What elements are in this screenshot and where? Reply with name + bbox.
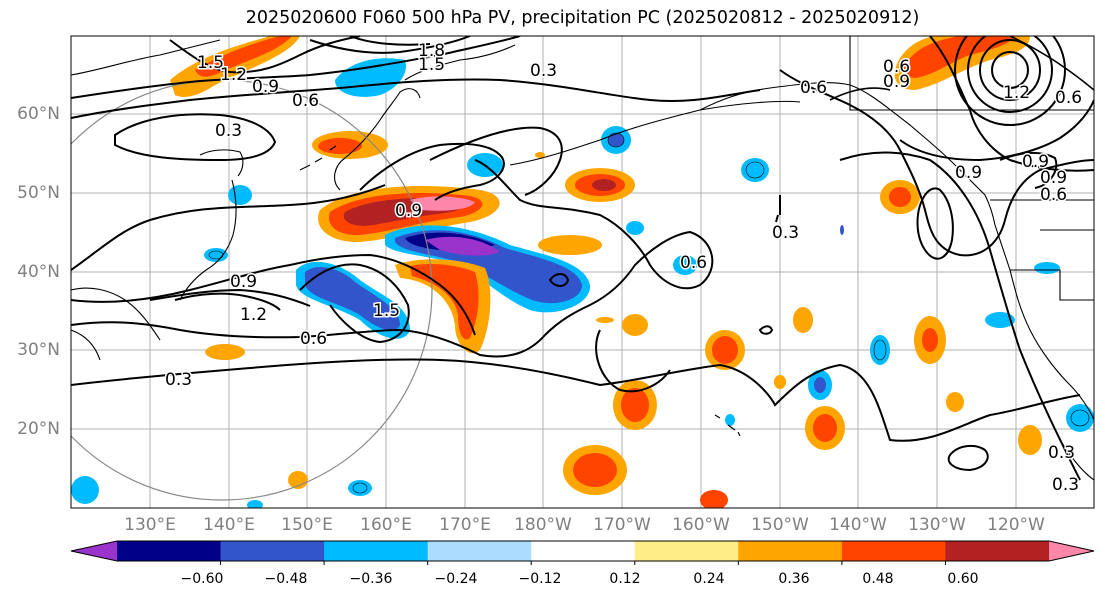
lon-label: 120°W: [987, 515, 1045, 535]
lat-label: 50°N: [17, 183, 60, 203]
precipitation-shading: [71, 36, 1094, 508]
contour-label: 0.6: [883, 57, 910, 77]
colorbar-segment: [531, 541, 636, 561]
contour-label: 0.6: [800, 78, 827, 98]
lat-label: 40°N: [17, 262, 60, 282]
colorbar-tick-label: 0.60: [947, 571, 979, 587]
colorbar-tick-label: −0.60: [180, 571, 224, 587]
colorbar-segment: [427, 541, 532, 561]
contour-label: 0.9: [955, 163, 982, 183]
plot-frame: [70, 35, 1095, 509]
contour-label: 0.3: [772, 223, 799, 243]
contour-label: 0.9: [230, 272, 257, 292]
lon-label: 130°W: [908, 515, 966, 535]
contour-label: 0.9: [1040, 168, 1067, 188]
lon-label: 160°E: [360, 515, 412, 535]
contour-label: 0.6: [300, 329, 327, 349]
contour-label: 1.5: [197, 53, 224, 73]
contour-label: 0.6: [680, 253, 707, 273]
contour-label: 0.9: [1022, 152, 1049, 172]
contour-label: 0.9: [883, 72, 910, 92]
colorbar-extend-high: [1049, 541, 1094, 561]
colorbar-extend-low: [71, 541, 117, 561]
lat-label: 20°N: [17, 419, 60, 439]
shading-outlines: [208, 132, 1090, 494]
colorbar-segment: [945, 541, 1050, 561]
contour-label: 0.3: [165, 370, 192, 390]
lon-label: 180°W: [514, 515, 572, 535]
colorbar-outline: [70, 540, 1095, 562]
lon-label: 130°E: [124, 515, 176, 535]
lon-label: 150°W: [751, 515, 809, 535]
contour-label: 0.6: [1040, 185, 1067, 205]
contour-label: 0.3: [1052, 475, 1079, 495]
colorbar-tick-label: −0.12: [518, 571, 562, 587]
contour-label: 1.5: [418, 55, 445, 75]
gridlines: [71, 36, 1094, 508]
contour-label: 0.9: [395, 201, 422, 221]
lon-label: 140°E: [203, 515, 255, 535]
contour-label: 0.6: [1055, 88, 1082, 108]
pv-contours-thin: [829, 36, 1094, 101]
colorbar-segment: [324, 541, 429, 561]
lat-label: 60°N: [17, 104, 60, 124]
colorbar-segment: [634, 541, 739, 561]
contour-label: 1.5: [373, 301, 400, 321]
colorbar-tick-label: 0.12: [609, 571, 641, 587]
contour-label: 0.3: [530, 61, 557, 81]
colorbar-tick-label: −0.48: [264, 571, 308, 587]
lon-label: 170°W: [593, 515, 651, 535]
lon-label: 140°W: [829, 515, 887, 535]
contour-label: 0.3: [215, 121, 242, 141]
colorbar-tick-label: −0.24: [434, 571, 478, 587]
map-title: 2025020600 F060 500 hPa PV, precipitatio…: [245, 8, 920, 28]
contour-label: 0.9: [252, 77, 279, 97]
colorbar-segment: [738, 541, 843, 561]
contour-label: 1.2: [1003, 83, 1030, 103]
lon-label: 150°E: [281, 515, 333, 535]
colorbar-segment: [117, 541, 222, 561]
contour-label: 0.3: [1048, 443, 1075, 463]
pv-contours: [71, 36, 1094, 481]
colorbar-tick-label: 0.36: [778, 571, 810, 587]
contour-label: 1.2: [220, 65, 247, 85]
colorbar-tick-label: 0.24: [693, 571, 725, 587]
lat-label: 30°N: [17, 340, 60, 360]
lon-label: 160°W: [672, 515, 730, 535]
lon-label: 170°E: [439, 515, 491, 535]
contour-labels: 1.5 1.2 0.9 0.6 0.3 1.8 1.5 0.3 0.6 0.6 …: [164, 40, 1084, 497]
colorbar-tick-label: −0.36: [349, 571, 393, 587]
contour-label: 0.6: [292, 91, 319, 111]
contour-label: 1.8: [418, 41, 445, 61]
colorbar-segment: [220, 541, 325, 561]
colorbar: [70, 540, 1095, 565]
colorbar-segment: [841, 541, 946, 561]
contour-label: 1.2: [240, 305, 267, 325]
colorbar-tick-label: 0.48: [862, 571, 894, 587]
